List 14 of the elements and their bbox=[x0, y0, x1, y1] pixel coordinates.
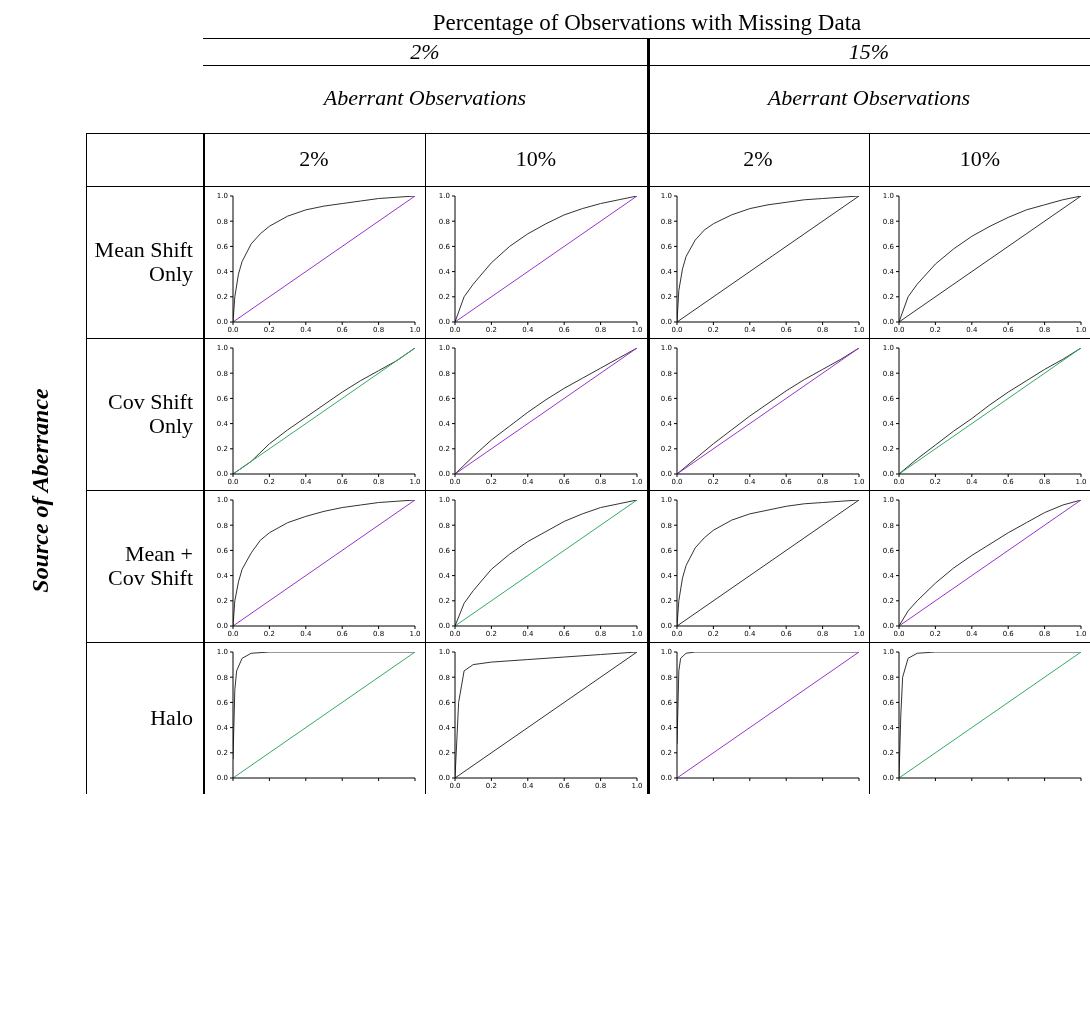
text: Aberrant Observations bbox=[765, 83, 972, 112]
source-note: Source of Aberrance bbox=[26, 387, 54, 593]
text: 10% bbox=[514, 145, 558, 174]
text: 2% bbox=[742, 145, 774, 174]
text: Halo bbox=[149, 703, 193, 732]
text: Cov Shift Only bbox=[107, 387, 193, 440]
text: 10% bbox=[958, 145, 1002, 174]
text: 15% bbox=[847, 38, 891, 65]
text: 2% bbox=[298, 145, 330, 174]
text: Mean Shift Only bbox=[93, 235, 193, 288]
text: Mean + Cov Shift bbox=[107, 539, 193, 592]
text: Aberrant Observations bbox=[321, 83, 528, 112]
text: 2% bbox=[409, 38, 441, 65]
text: Percentage of Observations with Missing Data bbox=[431, 9, 863, 38]
